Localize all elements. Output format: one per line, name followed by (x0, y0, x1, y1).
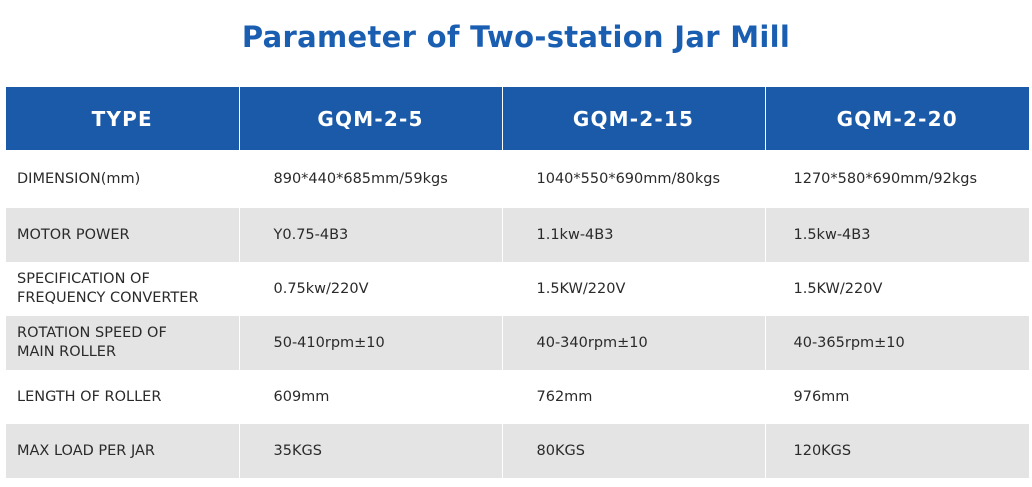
table-cell: 0.75kw/220V (238, 262, 502, 316)
row-label-rotation-speed: ROTATION SPEED OF MAIN ROLLER (6, 316, 239, 370)
table-cell: 120KGS (764, 424, 1029, 478)
table-row: SPECIFICATION OF FREQUENCY CONVERTER 0.7… (6, 262, 1029, 316)
table-cell: 890*440*685mm/59kgs (238, 150, 502, 208)
table-cell: Y0.75-4B3 (238, 208, 502, 262)
row-label-line: SPECIFICATION OF (17, 271, 150, 287)
parameter-table: TYPE GQM-2-5 GQM-2-15 GQM-2-20 DIMENSION… (6, 87, 1029, 478)
table-cell: 976mm (764, 370, 1029, 424)
row-label-motor-power: MOTOR POWER (6, 208, 239, 262)
table-cell: 609mm (238, 370, 502, 424)
table-row: DIMENSION(mm) 890*440*685mm/59kgs 1040*5… (6, 150, 1029, 208)
row-label-dimension: DIMENSION(mm) (6, 150, 239, 208)
row-label-line: FREQUENCY CONVERTER (17, 290, 199, 306)
table-cell: 1.1kw-4B3 (501, 208, 765, 262)
row-label-line: MAIN ROLLER (17, 344, 117, 360)
table-cell: 1.5kw-4B3 (764, 208, 1029, 262)
table-cell: 1040*550*690mm/80kgs (501, 150, 765, 208)
table-row: MAX LOAD PER JAR 35KGS 80KGS 120KGS (6, 424, 1029, 478)
row-label-length-of-roller: LENGTH OF ROLLER (6, 370, 239, 424)
table-cell: 762mm (501, 370, 765, 424)
table-cell: 40-365rpm±10 (764, 316, 1029, 370)
table-cell: 40-340rpm±10 (501, 316, 765, 370)
table-row: ROTATION SPEED OF MAIN ROLLER 50-410rpm±… (6, 316, 1029, 370)
table-row: MOTOR POWER Y0.75-4B3 1.1kw-4B3 1.5kw-4B… (6, 208, 1029, 262)
header-type: TYPE (6, 87, 239, 150)
row-label-frequency-converter: SPECIFICATION OF FREQUENCY CONVERTER (6, 262, 239, 316)
table-cell: 35KGS (238, 424, 502, 478)
page-title: Parameter of Two-station Jar Mill (241, 20, 791, 54)
table-cell: 1.5KW/220V (764, 262, 1029, 316)
table-cell: 80KGS (501, 424, 765, 478)
header-gqm-2-15: GQM-2-15 (501, 87, 765, 150)
header-gqm-2-5: GQM-2-5 (238, 87, 502, 150)
row-label-max-load: MAX LOAD PER JAR (6, 424, 239, 478)
table-cell: 1.5KW/220V (501, 262, 765, 316)
header-row: TYPE GQM-2-5 GQM-2-15 GQM-2-20 (6, 87, 1029, 150)
row-label-line: ROTATION SPEED OF (17, 325, 167, 341)
table-cell: 50-410rpm±10 (238, 316, 502, 370)
header-gqm-2-20: GQM-2-20 (764, 87, 1029, 150)
table-row: LENGTH OF ROLLER 609mm 762mm 976mm (6, 370, 1029, 424)
table-cell: 1270*580*690mm/92kgs (764, 150, 1029, 208)
